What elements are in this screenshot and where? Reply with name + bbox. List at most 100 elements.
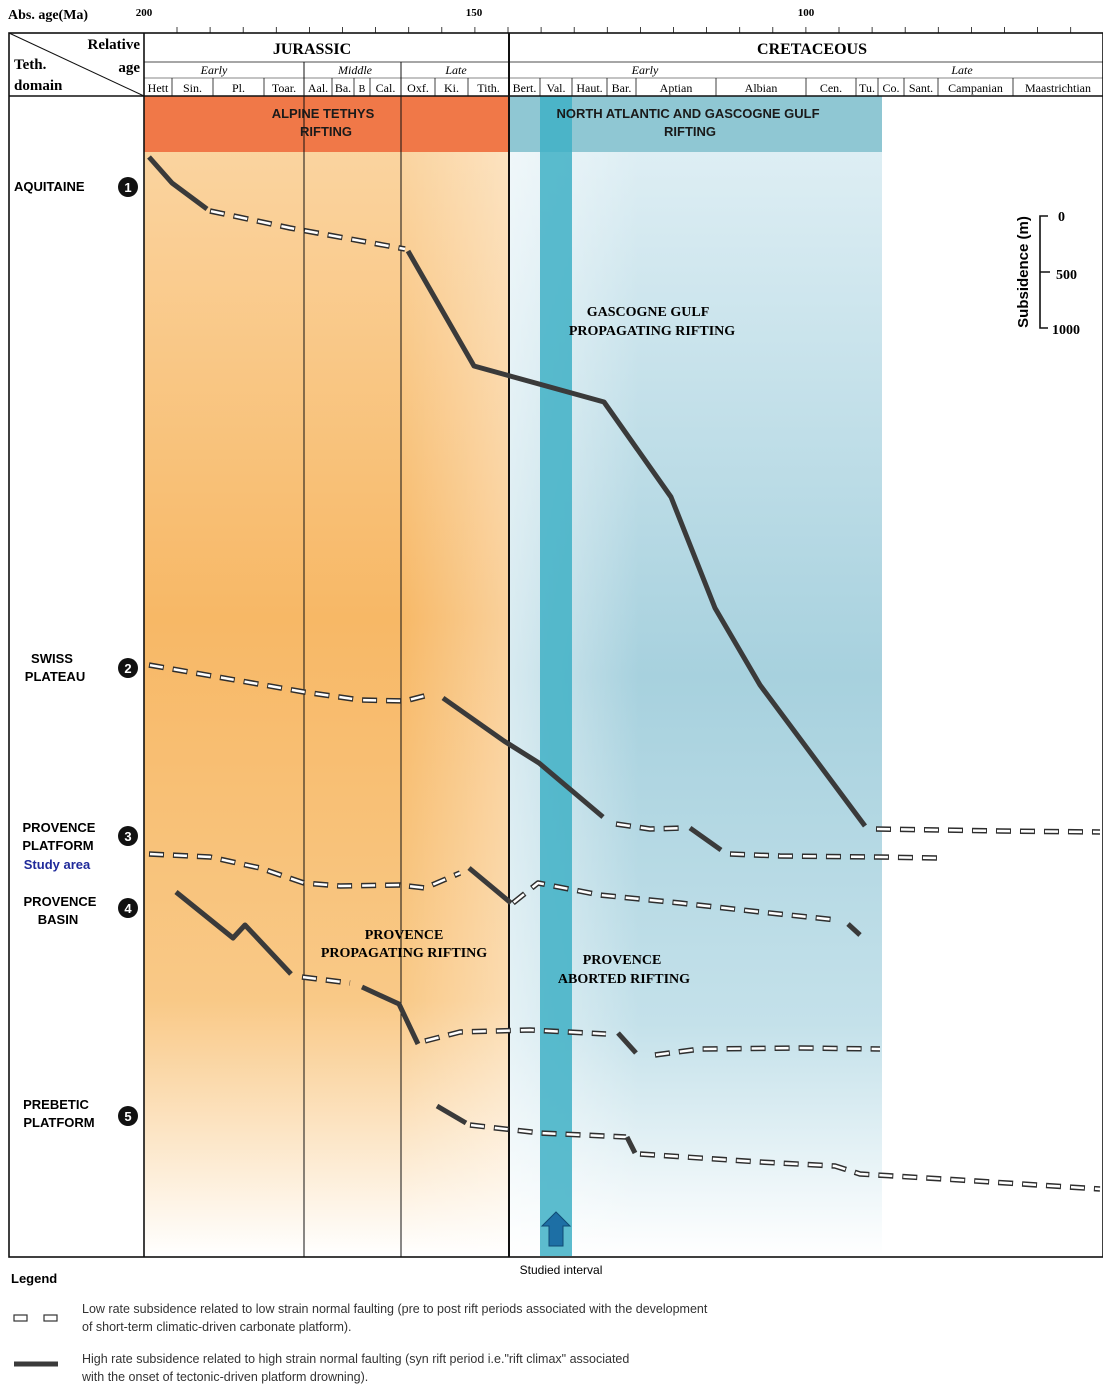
low-rate-segment	[615, 821, 686, 832]
legend: Legend Low rate subsidence related to lo…	[11, 1271, 708, 1384]
stage-label: Oxf.	[407, 81, 429, 95]
low-rate-segment	[148, 851, 462, 891]
high-rate-segment	[174, 890, 293, 976]
domain-number-badge	[118, 658, 138, 678]
curve-prebetic-platform	[435, 1103, 1101, 1192]
band-label-line: ALPINE TETHYS	[272, 106, 375, 121]
alpine-tethys-band-label: ALPINE TETHYS RIFTING	[272, 106, 375, 139]
epoch-jurassic-late: Late	[444, 63, 467, 77]
abs-age-axis: Abs. age(Ma) 200 150 100	[8, 7, 1103, 34]
stage-label: Tith.	[477, 81, 500, 95]
stage-label: Pl.	[232, 81, 245, 95]
low-rate-segment	[209, 208, 406, 252]
subsidence-curves	[147, 155, 1101, 1192]
stage-label: Albian	[745, 81, 778, 95]
stage-label: Aal.	[308, 81, 328, 95]
scale-tick-label: 1000	[1052, 323, 1080, 338]
domain-name: PROVENCE	[24, 894, 97, 909]
epoch-jurassic-middle: Middle	[337, 63, 373, 77]
legend-title: Legend	[11, 1271, 57, 1286]
scale-tick-label: 500	[1056, 268, 1077, 283]
domain-name: PLATFORM	[23, 1115, 94, 1130]
stage-label: Aptian	[660, 81, 693, 95]
low-rate-segment	[424, 1027, 607, 1044]
high-rate-segment	[147, 155, 209, 212]
studied-interval-label: Studied interval	[520, 1263, 603, 1277]
stage-label: Bar.	[612, 81, 632, 95]
low-rate-segment	[639, 1151, 1101, 1192]
corner-header: Relative age Teth. domain	[14, 37, 140, 94]
high-rate-segment	[846, 922, 862, 937]
low-rate-segment	[148, 662, 433, 704]
north-atlantic-band-label: NORTH ATLANTIC AND GASCOGNE GULF RIFTING	[556, 106, 819, 139]
period-cretaceous: CRETACEOUS	[757, 41, 867, 58]
stage-label: Sant.	[909, 81, 933, 95]
stage-label: Maastrichtian	[1025, 81, 1091, 95]
age-tick-label: 200	[136, 7, 153, 19]
domain-name: BASIN	[38, 912, 78, 927]
annotation-provence-propagating-line1: PROVENCE	[365, 928, 444, 943]
annotation-gascogne-line2: PROPAGATING RIFTING	[569, 324, 735, 339]
curve-swiss-plateau	[148, 662, 1101, 861]
corner-relative: Relative	[88, 37, 141, 53]
abs-age-label: Abs. age(Ma)	[8, 8, 88, 23]
low-rate-segment	[469, 1122, 627, 1140]
high-rate-segment	[360, 984, 421, 1046]
stage-label: Hett	[148, 81, 169, 95]
annotation-gascogne-line1: GASCOGNE GULF	[587, 305, 710, 320]
high-rate-segment	[435, 1103, 468, 1126]
domain-swiss-plateau: SWISS PLATEAU 2	[25, 651, 138, 684]
domain-provence-basin: PROVENCE BASIN 4	[24, 894, 138, 927]
legend-low-rate-text: of short-term climatic-driven carbonate …	[82, 1320, 352, 1334]
domain-provence-platform: PROVENCE PLATFORM Study area 3	[22, 820, 138, 872]
stage-label: Cen.	[820, 81, 842, 95]
domain-name: AQUITAINE	[14, 179, 85, 194]
stage-label: Co.	[882, 81, 899, 95]
curve-provence-basin	[174, 890, 881, 1058]
studied-interval-arrow-icon	[540, 1211, 572, 1247]
domain-number-badge	[118, 898, 138, 918]
stage-label: Val.	[547, 81, 566, 95]
stage-label: Ba.	[335, 81, 351, 95]
corner-age: age	[118, 60, 140, 76]
annotation-provence-aborted-line1: PROVENCE	[583, 953, 662, 968]
high-rate-segment	[405, 249, 868, 828]
scale-title: Subsidence (m)	[1015, 216, 1032, 328]
epoch-cretaceous-early: Early	[631, 63, 659, 77]
stage-label: Toar.	[272, 81, 296, 95]
domain-name: PREBETIC	[23, 1097, 89, 1112]
domain-number-badge	[118, 1106, 138, 1126]
stage-label: Campanian	[948, 81, 1003, 95]
legend-low-rate-symbol	[13, 1314, 58, 1322]
stage-label: Ki.	[444, 81, 459, 95]
annotation-provence-propagating-line2: PROPAGATING RIFTING	[321, 946, 487, 961]
high-rate-segment	[467, 866, 513, 905]
low-rate-segment	[301, 974, 351, 986]
age-tick-label: 100	[798, 7, 815, 19]
band-label-line: RIFTING	[664, 124, 716, 139]
domain-number: 1	[124, 180, 131, 195]
stage-label: Haut.	[576, 81, 602, 95]
legend-low-rate-text: Low rate subsidence related to low strai…	[82, 1302, 708, 1316]
band-label-line: NORTH ATLANTIC AND GASCOGNE GULF	[556, 106, 819, 121]
domain-prebetic-platform: PREBETIC PLATFORM 5	[23, 1097, 138, 1130]
high-rate-segment	[441, 695, 605, 819]
high-rate-segment	[616, 1031, 638, 1055]
domain-number: 5	[124, 1109, 131, 1124]
alpine-tethys-band	[144, 96, 509, 152]
legend-high-rate-text: with the onset of tectonic-driven platfo…	[81, 1370, 368, 1384]
domain-aquitaine: AQUITAINE 1	[14, 177, 138, 197]
domain-name: PLATEAU	[25, 669, 85, 684]
domain-name: PROVENCE	[23, 820, 96, 835]
annotation-provence-aborted-line2: ABORTED RIFTING	[558, 972, 690, 987]
corner-domain: domain	[14, 78, 63, 94]
stage-label: B	[359, 84, 366, 95]
domain-number: 2	[124, 661, 131, 676]
study-area-label: Study area	[24, 857, 91, 872]
low-rate-segment	[511, 880, 838, 923]
curve-provence-platform	[148, 851, 862, 937]
domain-name: PLATFORM	[22, 838, 93, 853]
domain-name: SWISS	[31, 651, 73, 666]
low-rate-segment	[729, 851, 939, 861]
high-rate-segment	[624, 1135, 638, 1155]
